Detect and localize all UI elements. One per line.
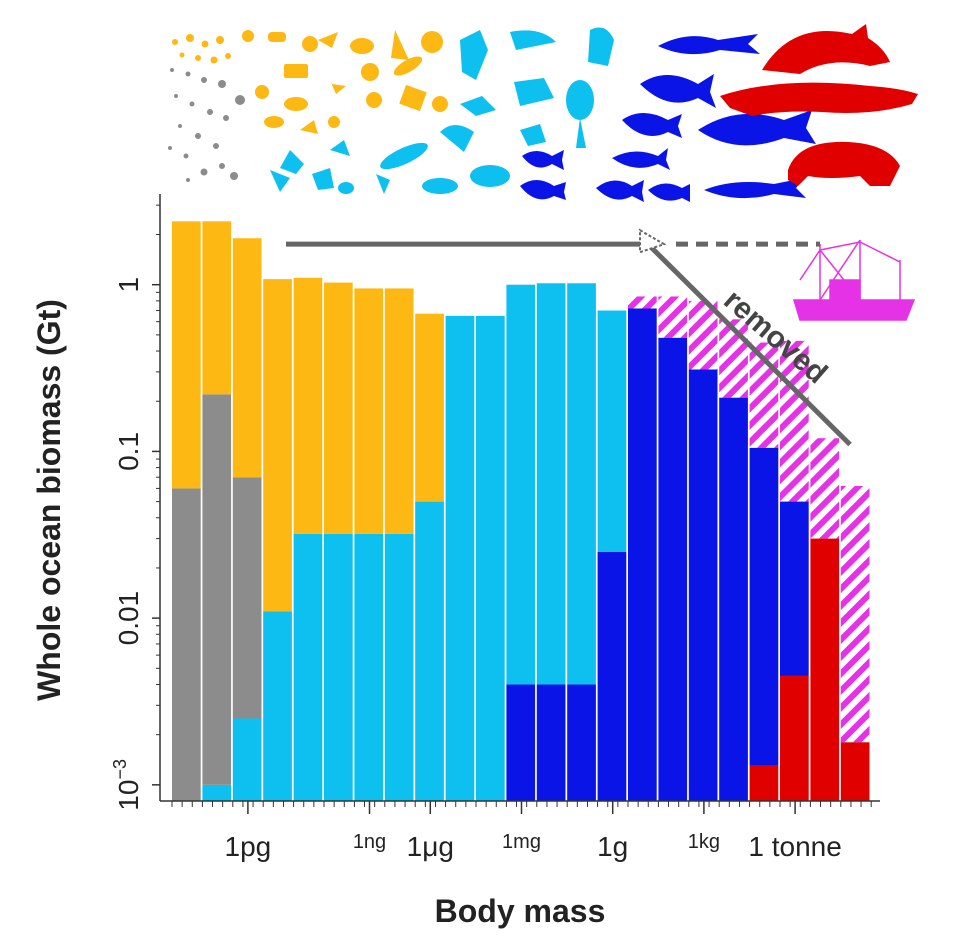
bar-segment: [293, 533, 323, 801]
x-tick-label: 1ng: [353, 831, 386, 853]
removed-segment: [780, 340, 809, 502]
bar-segment: [567, 283, 596, 685]
bar-segment: [840, 742, 870, 801]
x-tick-label: 1μg: [407, 831, 454, 862]
y-tick-label: 10−3: [110, 759, 144, 811]
bar-2: [232, 238, 262, 801]
bar-0: [172, 221, 201, 801]
y-tick-label: 0.1: [113, 432, 144, 471]
bar-11: [506, 284, 536, 801]
bar-segment: [476, 315, 505, 801]
bar-segment: [536, 283, 566, 685]
bar-16: [658, 296, 688, 801]
y-tick-label: 0.01: [113, 591, 144, 646]
bar-segment: [597, 310, 627, 552]
bar-segment: [445, 315, 475, 801]
removed-segment: [840, 486, 870, 743]
bar-4: [293, 277, 323, 801]
phytoplankton-icon-cluster: [242, 30, 448, 134]
bar-segment: [810, 538, 840, 801]
bar-segment: [384, 288, 414, 534]
bar-8: [415, 313, 444, 801]
bar-14: [597, 310, 627, 801]
removed-segment: [658, 296, 688, 338]
bar-segment: [719, 397, 748, 801]
x-tick-label: 1 tonne: [748, 831, 841, 862]
x-axis: 1pg 1ng 1μg 1mg 1g 1kg 1 tonne: [160, 800, 880, 862]
bar-segment: [232, 238, 262, 478]
bar-segment: [263, 611, 292, 801]
bar-segment: [384, 533, 414, 801]
bar-segment: [415, 313, 444, 502]
bar-1: [202, 221, 232, 801]
x-tick-label: 1mg: [502, 831, 541, 853]
x-tick-label: 1g: [597, 831, 628, 862]
x-axis-title: Body mass: [435, 893, 606, 929]
bar-segment: [324, 533, 353, 801]
y-axis: 1 0.1 0.01 10−3: [110, 194, 161, 811]
bar-segment: [506, 284, 536, 685]
removed-segment: [688, 300, 718, 370]
bar-19: [749, 342, 779, 801]
bar-segment: [172, 221, 201, 489]
x-tick-label: 1pg: [225, 831, 272, 862]
bar-segment: [172, 488, 201, 801]
bar-segment: [354, 288, 384, 534]
bar-segment: [567, 684, 596, 801]
bar-9: [445, 315, 475, 801]
removed-segment: [810, 438, 840, 539]
bar-segment: [628, 308, 657, 801]
bar-segment: [202, 784, 232, 801]
fish-icon-cluster: [520, 34, 816, 202]
bar-7: [384, 288, 414, 801]
bar-13: [567, 283, 596, 801]
zooplankton-icon-cluster: [270, 27, 614, 194]
bar-segment: [354, 533, 384, 801]
bar-segment: [232, 718, 262, 801]
bar-segment: [536, 684, 566, 801]
bar-segment: [263, 279, 292, 612]
bar-segment: [597, 551, 627, 801]
fishing-vessel-icon: [792, 239, 916, 321]
removed-trend-line: [646, 242, 852, 447]
bar-segment: [780, 675, 809, 801]
bar-segment: [658, 337, 688, 801]
bar-17: [688, 300, 718, 801]
marine-mammal-icon-cluster: [720, 24, 918, 186]
bar-21: [810, 438, 840, 801]
bar-segment: [202, 394, 232, 785]
bar-18: [719, 319, 748, 801]
bar-5: [324, 282, 353, 801]
bar-22: [840, 486, 870, 801]
bar-segment: [293, 277, 323, 534]
bar-segment: [688, 369, 718, 801]
bacteria-icon-cluster: [168, 34, 245, 182]
y-tick-label: 1: [113, 277, 144, 293]
bar-15: [628, 296, 657, 801]
bar-segment: [780, 501, 809, 676]
bars-layer: [172, 221, 870, 801]
x-tick-label: 1kg: [688, 831, 720, 853]
arrowhead: [639, 228, 667, 254]
bar-12: [536, 283, 566, 801]
bar-segment: [415, 501, 444, 801]
bar-segment: [324, 282, 353, 534]
bar-segment: [202, 221, 232, 395]
bar-20: [780, 340, 809, 801]
y-axis-title: Whole ocean biomass (Gt): [31, 299, 67, 701]
bar-segment: [232, 477, 262, 719]
removed-segment: [628, 296, 657, 309]
bar-10: [476, 315, 505, 801]
bar-3: [263, 279, 292, 801]
bar-segment: [749, 765, 779, 801]
bar-segment: [749, 447, 779, 766]
bar-segment: [506, 684, 536, 801]
bar-6: [354, 288, 384, 801]
